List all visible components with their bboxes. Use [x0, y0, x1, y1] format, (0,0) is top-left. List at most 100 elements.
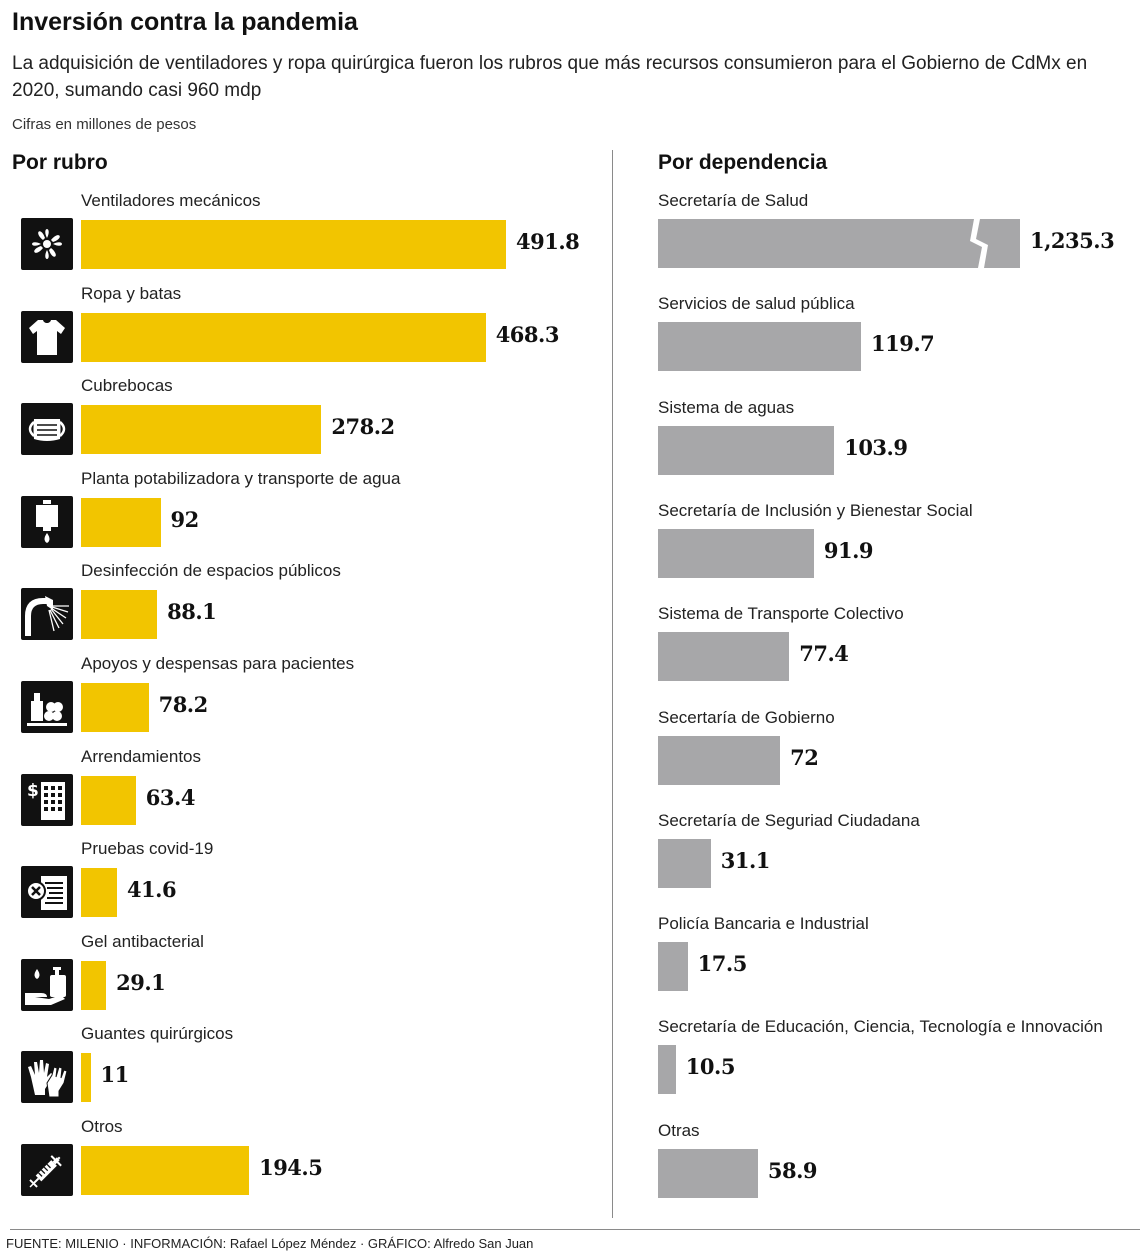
shirt-icon: [21, 310, 73, 363]
dependencia-row-secretaria-de-seguriad-ciudadana: Secretaría de Seguriad Ciudadana 31.1: [612, 811, 1141, 895]
rubro-bar: [81, 868, 117, 918]
dependencia-row-otras: Otras 58.9: [612, 1121, 1141, 1205]
rubro-bar: [81, 683, 149, 732]
face-mask-icon: [21, 403, 73, 456]
building-rent-icon: $: [21, 773, 73, 826]
rubro-row-ropa-y-batas: Ropa y batas 468.3: [0, 284, 612, 368]
rubro-label: Planta potabilizadora y transporte de ag…: [81, 468, 401, 488]
rubro-row-planta-potabilizadora-y-transporte-de-agua: Planta potabilizadora y transporte de ag…: [0, 469, 612, 553]
rubro-value-label: 88.1: [167, 599, 217, 625]
spray-hose-icon: [21, 588, 73, 641]
dependencia-bar-broken: [658, 219, 1020, 268]
rubro-label: Apoyos y despensas para pacientes: [81, 654, 355, 673]
dependencia-bar: [658, 838, 711, 888]
rubro-label: Cubrebocas: [81, 376, 173, 396]
dependencia-bar: [658, 1045, 676, 1095]
column-divider: [612, 150, 613, 1218]
rubro-row-arrendamientos: Arrendamientos $63.4: [0, 747, 612, 831]
test-document-icon: [21, 866, 73, 919]
dependencia-row-sistema-de-aguas: Sistema de aguas 103.9: [612, 398, 1141, 482]
dependencia-bar: [658, 632, 790, 682]
section-title-dependencia: Por dependencia: [658, 151, 828, 174]
dependencia-value-label: 17.5: [697, 951, 748, 977]
rubro-label: Gel antibacterial: [81, 931, 204, 951]
rubro-value-label: 92: [170, 506, 200, 532]
dependencia-label: Otras: [658, 1120, 700, 1140]
syringe-icon: [21, 1144, 73, 1196]
rubro-row-guantes-quirurgicos: Guantes quirúrgicos 11: [0, 1024, 612, 1108]
rubro-label: Ropa y batas: [81, 283, 182, 303]
dependencia-bar: [658, 528, 814, 578]
dependencia-label: Servicios de salud pública: [658, 294, 855, 314]
rubro-value-label: 491.8: [516, 229, 580, 254]
dependencia-label: Secretaría de Inclusión y Bienestar Soci…: [658, 500, 973, 520]
water-tank-icon: [21, 495, 73, 548]
rubro-label: Otros: [81, 1117, 123, 1136]
dependencia-bar: [658, 425, 835, 475]
dependencia-label: Secretaría de Educación, Ciencia, Tecnol…: [658, 1017, 1103, 1037]
rubro-row-desinfeccion-de-espacios-publicos: Desinfección de espacios públicos 88.1: [0, 561, 612, 645]
dependencia-label: Sistema de aguas: [658, 397, 795, 417]
rubro-bar: [81, 220, 506, 269]
dependencia-row-sistema-de-transporte-colectivo: Sistema de Transporte Colectivo 77.4: [612, 604, 1141, 688]
rubro-row-ventiladores-mecanicos: Ventiladores mecánicos 491.8: [0, 191, 612, 275]
dependencia-value-label: 77.4: [799, 641, 849, 667]
dependencia-row-policia-bancaria-e-industrial: Policía Bancaria e Industrial 17.5: [612, 914, 1141, 998]
footer-divider: [10, 1229, 1140, 1230]
rubro-bar: [81, 775, 136, 825]
source-credit: FUENTE: MILENIO · INFORMACIÓN: Rafael Ló…: [6, 1236, 534, 1251]
rubro-value-label: 468.3: [495, 321, 560, 347]
dependencia-label: Policía Bancaria e Industrial: [658, 914, 869, 934]
rubro-label: Pruebas covid-19: [81, 839, 214, 859]
dependencia-row-secretaria-de-inclusion-y-bienestar-social: Secretaría de Inclusión y Bienestar Soci…: [612, 501, 1141, 585]
rubro-bar: [81, 497, 161, 547]
dependencia-value-label: 1,235.3: [1030, 228, 1115, 253]
rubro-label: Guantes quirúrgicos: [81, 1024, 234, 1044]
rubro-bar: [81, 590, 158, 640]
rubro-value-label: 78.2: [158, 692, 209, 717]
dependencia-label: Secertaría de Gobierno: [658, 707, 835, 727]
units-note: Cifras en millones de pesos: [12, 116, 197, 133]
section-title-rubro: Por rubro: [12, 151, 108, 174]
dependencia-value-label: 10.5: [685, 1054, 736, 1080]
dependencia-row-secretaria-de-salud: Secretaría de Salud 1,235.3: [612, 191, 1141, 275]
dependencia-row-secertaria-de-gobierno: Secertaría de Gobierno 72: [612, 708, 1141, 792]
dependencia-value-label: 31.1: [720, 847, 771, 873]
svg-text:$: $: [27, 781, 39, 801]
dependencia-bar: [658, 1148, 758, 1198]
rubro-label: Ventiladores mecánicos: [81, 191, 261, 210]
dependencia-label: Sistema de Transporte Colectivo: [658, 604, 904, 624]
rubro-row-cubrebocas: Cubrebocas 278.2: [0, 376, 612, 460]
dependencia-value-label: 103.9: [844, 434, 908, 460]
dependencia-bar: [658, 735, 781, 785]
dependencia-row-servicios-de-salud-publica: Servicios de salud pública 119.7: [612, 294, 1141, 378]
chart-subtitle: La adquisición de ventiladores y ropa qu…: [12, 53, 1088, 101]
dependencia-bar: [658, 942, 688, 992]
rubro-bar: [81, 1053, 91, 1103]
rubro-bar: [81, 312, 486, 362]
rubro-row-otros: Otros 194.5: [0, 1117, 612, 1201]
rubro-label: Arrendamientos: [81, 746, 202, 766]
fan-icon: [21, 218, 73, 270]
dependencia-bar: [658, 322, 861, 372]
dependencia-value-label: 119.7: [871, 331, 935, 357]
chart-title: Inversión contra la pandemia: [12, 8, 358, 36]
rubro-value-label: 194.5: [259, 1155, 323, 1180]
rubro-value-label: 11: [100, 1062, 130, 1088]
rubro-value-label: 278.2: [331, 414, 395, 440]
dependencia-value-label: 58.9: [767, 1157, 818, 1183]
rubro-row-pruebas-covid-19: Pruebas covid-19 41.6: [0, 839, 612, 923]
dependencia-label: Secretaría de Seguriad Ciudadana: [658, 810, 920, 830]
rubro-label: Desinfección de espacios públicos: [81, 561, 341, 581]
rubro-bar: [81, 405, 322, 455]
rubro-bar: [81, 1146, 250, 1195]
dependencia-label: Secretaría de Salud: [658, 191, 809, 210]
rubro-row-gel-antibacterial: Gel antibacterial 29.1: [0, 932, 612, 1016]
rubro-bar: [81, 960, 107, 1010]
rubro-value-label: 41.6: [126, 877, 177, 903]
hand-sanitizer-icon: [21, 958, 73, 1011]
dependencia-row-secretaria-de-educacion-ciencia-tecnologia-e-innovacion: Secretaría de Educación, Ciencia, Tecnol…: [612, 1017, 1141, 1101]
dependencia-value-label: 72: [790, 744, 819, 770]
gloves-icon: [21, 1051, 73, 1104]
dependencia-value-label: 91.9: [823, 537, 874, 563]
